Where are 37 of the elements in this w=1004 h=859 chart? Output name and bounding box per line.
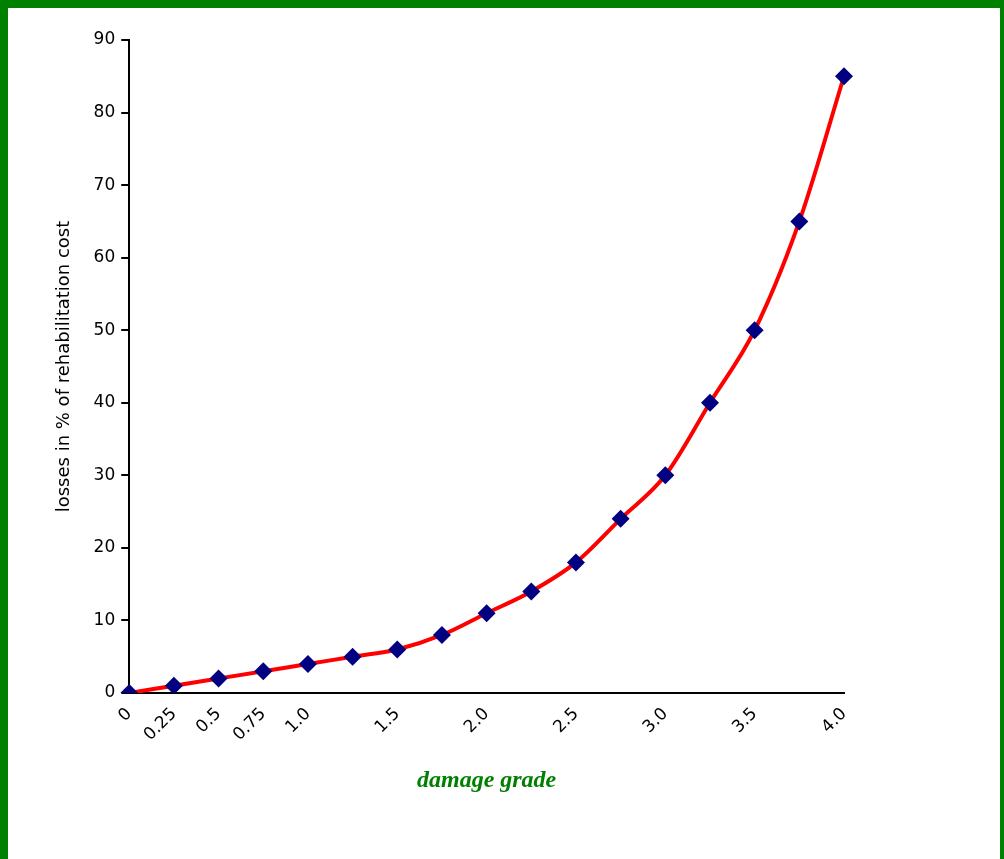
- point: [388, 640, 407, 659]
- x-tick-label: 3.5: [727, 703, 761, 737]
- y-axis-title: losses in % of rehabilitation cost: [52, 220, 74, 513]
- y-tick-label: 90: [93, 28, 116, 49]
- y-tick-label: 20: [93, 536, 116, 557]
- x-tick-label: 2.5: [548, 703, 582, 737]
- x-axis-title: damage grade: [416, 765, 557, 792]
- point: [745, 321, 764, 340]
- point: [611, 509, 630, 528]
- point: [477, 604, 496, 623]
- y-tick-label: 30: [93, 463, 116, 484]
- x-tick-label: 1.5: [369, 703, 404, 737]
- point: [209, 669, 228, 688]
- point: [700, 393, 719, 412]
- point: [522, 582, 541, 601]
- point: [835, 67, 853, 86]
- point: [254, 662, 273, 681]
- x-tick-label: 3.0: [638, 703, 672, 737]
- y-tick-label: 80: [93, 100, 116, 121]
- y-tick-label: 60: [93, 246, 116, 267]
- point: [298, 654, 317, 673]
- x-tick-label: 1.0: [280, 703, 314, 737]
- point: [566, 553, 585, 572]
- y-tick-label: 10: [93, 608, 116, 629]
- y-tick-label: 0: [104, 681, 116, 702]
- point: [343, 647, 362, 666]
- point: [164, 676, 183, 694]
- point: [432, 625, 451, 644]
- x-tick-label: 0.5: [191, 703, 225, 737]
- x-tick-label: 2.0: [459, 703, 493, 737]
- y-tick-label: 40: [93, 391, 116, 412]
- point: [656, 466, 675, 485]
- y-tick-label: 70: [93, 173, 116, 194]
- x-tick-label: 0: [113, 703, 136, 725]
- point: [790, 212, 809, 231]
- y-tick-label: 50: [93, 318, 116, 339]
- x-tick-label: 4.0: [816, 703, 850, 737]
